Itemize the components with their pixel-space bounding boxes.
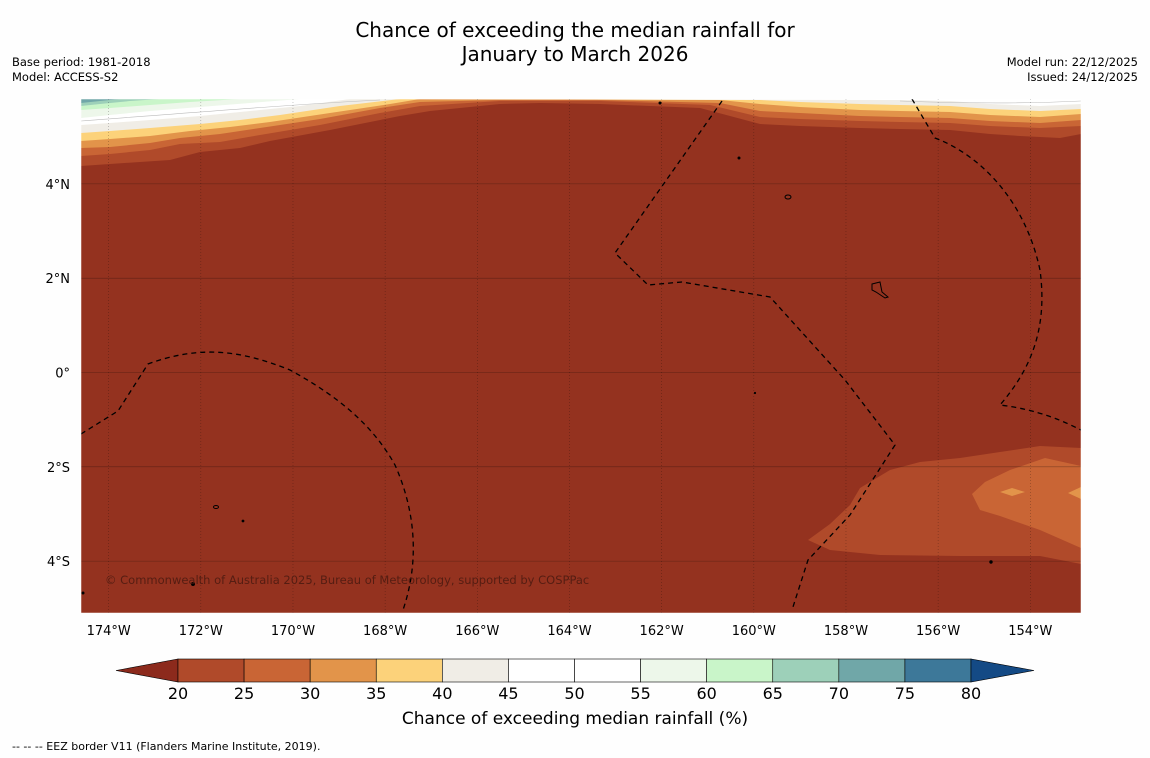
colorbar-tick-label: 70: [829, 684, 849, 703]
longitude-tick-label: 162°W: [640, 624, 684, 639]
longitude-tick-label: 166°W: [455, 624, 499, 639]
title-line-2: January to March 2026: [461, 42, 689, 66]
band-30-35-spot: [1000, 488, 1025, 496]
island: [191, 582, 195, 586]
longitude-labels: 174°W 172°W 170°W 168°W 166°W 164°W 162°W 160°W…: [87, 624, 1053, 639]
colorbar-tick-label: 40: [432, 684, 452, 703]
band-25-30-southeast: [972, 458, 1081, 548]
islands: [81, 101, 993, 595]
model-name: Model: ACCESS-S2: [12, 70, 119, 84]
longitude-tick-label: 154°W: [1008, 624, 1052, 639]
longitude-tick-label: 174°W: [87, 624, 131, 639]
colorbar-segment: [706, 658, 774, 683]
colorbar-tick-label: 50: [564, 684, 584, 703]
title-line-1: Chance of exceeding the median rainfall …: [355, 18, 795, 42]
latitude-tick-label: 0°: [55, 367, 70, 382]
band-30-35-spot: [1068, 487, 1081, 499]
island: [871, 281, 890, 299]
latitude-tick-label: 4°N: [46, 178, 71, 193]
colorbar-segment: [375, 658, 443, 683]
colorbar-segment: [442, 658, 509, 683]
copyright-text: © Commonwealth of Australia 2025, Bureau…: [105, 573, 589, 587]
colorbar-segment: [772, 658, 840, 683]
contour-line: [81, 99, 381, 122]
colorbar-extend-low: [115, 658, 179, 683]
colorbar-tick-label: 45: [498, 684, 518, 703]
colorbar-segment: [574, 658, 641, 683]
issued-date: Issued: 24/12/2025: [1027, 70, 1138, 84]
island: [241, 519, 245, 523]
colorbar-tick-label: 65: [763, 684, 783, 703]
island: [737, 156, 741, 160]
colorbar-segment: [508, 658, 575, 683]
latitude-tick-label: 4°S: [47, 555, 70, 570]
colorbar-extend-high: [970, 658, 1035, 683]
colorbar-label: Chance of exceeding median rainfall (%): [401, 709, 749, 729]
eez-borders: [81, 99, 1081, 611]
colorbar-segment: [309, 658, 377, 683]
colorbar-tick-label: 55: [630, 684, 650, 703]
colorbar: [115, 658, 1035, 683]
latitude-labels: 4°N 2°N 0° 2°S 4°S: [46, 178, 71, 570]
meta-right: Model run: 22/12/2025 Issued: 24/12/2025: [1007, 55, 1138, 85]
island: [784, 194, 792, 200]
island: [753, 391, 757, 395]
eez-footnote: -- -- -- EEZ border V11 (Flanders Marine…: [12, 740, 321, 753]
meta-left: Base period: 1981-2018 Model: ACCESS-S2: [12, 55, 151, 85]
colorbar-tick-label: 60: [696, 684, 716, 703]
longitude-tick-label: 164°W: [547, 624, 591, 639]
colorbar-segment: [904, 658, 972, 683]
eez-border-east: [911, 99, 1081, 431]
colorbar-tick-labels: 20 25 30 35 40 45 50 55 60 65 70 75 80: [168, 684, 981, 703]
base-period: Base period: 1981-2018: [12, 55, 151, 69]
colorbar-tick-label: 30: [300, 684, 320, 703]
longitude-tick-label: 172°W: [179, 624, 223, 639]
contour-line: [899, 100, 1081, 104]
graticule: [81, 99, 1081, 613]
longitude-tick-label: 158°W: [824, 624, 868, 639]
island: [658, 101, 662, 105]
colorbar-tick-label: 25: [234, 684, 254, 703]
colorbar-segment: [640, 658, 707, 683]
colorbar-tick-label: 80: [961, 684, 981, 703]
colorbar-segment: [838, 658, 906, 683]
map-plot-area: [81, 99, 1081, 613]
band-70-75: [81, 99, 120, 103]
colorbar-segment: [243, 658, 311, 683]
eez-border-west: [81, 351, 414, 611]
latitude-tick-label: 2°S: [47, 461, 70, 476]
map-frame: [80, 98, 1082, 614]
map-title: Chance of exceeding the median rainfall …: [0, 18, 1150, 66]
band-35-40: [81, 99, 1081, 141]
eez-border-central: [614, 100, 896, 611]
colorbar-segment: [177, 658, 245, 683]
model-run-date: Model run: 22/12/2025: [1006, 55, 1138, 69]
colorbar-tick-label: 20: [168, 684, 188, 703]
longitude-tick-label: 160°W: [732, 624, 776, 639]
island: [213, 505, 219, 509]
longitude-tick-label: 168°W: [363, 624, 407, 639]
colorbar-tick-label: 35: [366, 684, 386, 703]
island: [989, 560, 993, 564]
colorbar-tick-label: 75: [895, 684, 915, 703]
island: [81, 591, 85, 595]
longitude-tick-label: 170°W: [271, 624, 315, 639]
latitude-tick-label: 2°N: [46, 272, 71, 287]
longitude-tick-label: 156°W: [916, 624, 960, 639]
